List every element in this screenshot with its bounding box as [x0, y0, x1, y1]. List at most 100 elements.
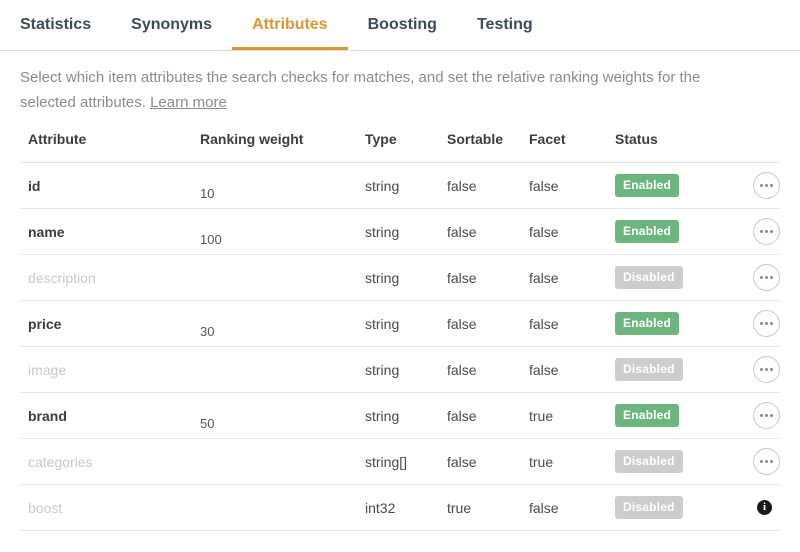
description-body: Select which item attributes the search …	[20, 69, 701, 111]
attribute-name: price	[28, 315, 62, 332]
tab-testing[interactable]: Testing	[476, 16, 533, 33]
type-value: int32	[365, 499, 396, 516]
attribute-name: categories	[28, 453, 93, 470]
actions-cell	[715, 218, 780, 245]
status-badge: Enabled	[615, 220, 680, 243]
actions-cell	[715, 448, 780, 475]
type-value: string	[365, 177, 400, 194]
learn-more-link[interactable]: Learn more	[150, 94, 227, 111]
ranking-weight-cell	[192, 454, 357, 470]
table-row: description string false false Disabled	[20, 255, 780, 301]
status-cell: Enabled	[607, 220, 715, 243]
status-cell: Disabled	[607, 450, 715, 473]
facet-value: true	[529, 453, 554, 470]
type-value: string	[365, 223, 400, 240]
header-attribute: Attribute	[28, 130, 87, 147]
ranking-weight-value[interactable]: 30	[200, 323, 215, 339]
sortable-value: false	[447, 361, 477, 378]
type-value: string[]	[365, 453, 408, 470]
type-value: string	[365, 269, 400, 286]
actions-cell	[715, 310, 780, 337]
header-sortable: Sortable	[447, 130, 504, 147]
actions-cell	[715, 402, 780, 429]
table-row: boost int32 true false Disabled i	[20, 485, 780, 531]
table-row: id 10 string false false Enabled	[20, 163, 780, 209]
attribute-name: name	[28, 223, 65, 240]
attribute-name: boost	[28, 499, 63, 516]
ranking-weight-cell	[192, 500, 357, 516]
status-cell: Enabled	[607, 312, 715, 335]
status-badge: Disabled	[615, 266, 683, 289]
attribute-name: id	[28, 177, 41, 194]
status-cell: Disabled	[607, 358, 715, 381]
header-ranking-weight: Ranking weight	[200, 130, 304, 147]
row-menu-button[interactable]	[753, 402, 780, 429]
table-body: id 10 string false false Enabled name 10…	[20, 163, 780, 531]
status-badge: Enabled	[615, 312, 680, 335]
status-badge: Disabled	[615, 496, 683, 519]
row-menu-button[interactable]	[753, 172, 780, 199]
table-row: price 30 string false false Enabled	[20, 301, 780, 347]
sortable-value: true	[447, 499, 472, 516]
row-menu-button[interactable]	[753, 264, 780, 291]
ranking-weight-cell: 10	[192, 178, 357, 201]
ranking-weight-value[interactable]: 10	[200, 185, 215, 201]
header-status: Status	[615, 130, 658, 147]
status-badge: Enabled	[615, 404, 680, 427]
row-menu-button[interactable]	[753, 356, 780, 383]
sortable-value: false	[447, 269, 477, 286]
type-value: string	[365, 361, 400, 378]
status-badge: Disabled	[615, 450, 683, 473]
facet-value: false	[529, 223, 559, 240]
ranking-weight-cell: 50	[192, 408, 357, 431]
row-menu-button[interactable]	[753, 310, 780, 337]
table-header-row: Attribute Ranking weight Type Sortable F…	[20, 115, 780, 163]
type-value: string	[365, 315, 400, 332]
status-cell: Enabled	[607, 174, 715, 197]
attribute-name: image	[28, 361, 67, 378]
status-badge: Enabled	[615, 174, 680, 197]
sortable-value: false	[447, 315, 477, 332]
ranking-weight-value[interactable]: 100	[200, 231, 222, 247]
type-value: string	[365, 407, 400, 424]
tab-synonyms[interactable]: Synonyms	[131, 16, 213, 33]
header-facet: Facet	[529, 130, 566, 147]
header-type: Type	[365, 130, 397, 147]
ranking-weight-cell: 30	[192, 316, 357, 339]
attribute-name: brand	[28, 407, 67, 424]
table-row: image string false false Disabled	[20, 347, 780, 393]
actions-cell	[715, 356, 780, 383]
facet-value: true	[529, 407, 554, 424]
sortable-value: false	[447, 177, 477, 194]
description-text: Select which item attributes the search …	[20, 65, 750, 115]
table-row: brand 50 string false true Enabled	[20, 393, 780, 439]
ranking-weight-value[interactable]: 50	[200, 415, 215, 431]
actions-cell	[715, 172, 780, 199]
attribute-name: description	[28, 269, 96, 286]
facet-value: false	[529, 361, 559, 378]
actions-cell: i	[715, 500, 780, 515]
tab-statistics[interactable]: Statistics	[20, 16, 92, 33]
info-icon[interactable]: i	[757, 500, 772, 515]
sortable-value: false	[447, 453, 477, 470]
row-menu-button[interactable]	[753, 218, 780, 245]
ranking-weight-cell: 100	[192, 224, 357, 247]
status-badge: Disabled	[615, 358, 683, 381]
ranking-weight-cell	[192, 270, 357, 286]
facet-value: false	[529, 315, 559, 332]
tab-attributes[interactable]: Attributes	[232, 0, 348, 50]
tab-bar: Statistics Synonyms Attributes Boosting …	[0, 0, 800, 51]
facet-value: false	[529, 269, 559, 286]
status-cell: Enabled	[607, 404, 715, 427]
status-cell: Disabled	[607, 266, 715, 289]
tab-boosting[interactable]: Boosting	[367, 16, 437, 33]
attributes-table: Attribute Ranking weight Type Sortable F…	[20, 115, 780, 531]
row-menu-button[interactable]	[753, 448, 780, 475]
facet-value: false	[529, 499, 559, 516]
actions-cell	[715, 264, 780, 291]
sortable-value: false	[447, 407, 477, 424]
table-row: name 100 string false false Enabled	[20, 209, 780, 255]
ranking-weight-cell	[192, 362, 357, 378]
table-row: categories string[] false true Disabled	[20, 439, 780, 485]
status-cell: Disabled	[607, 496, 715, 519]
